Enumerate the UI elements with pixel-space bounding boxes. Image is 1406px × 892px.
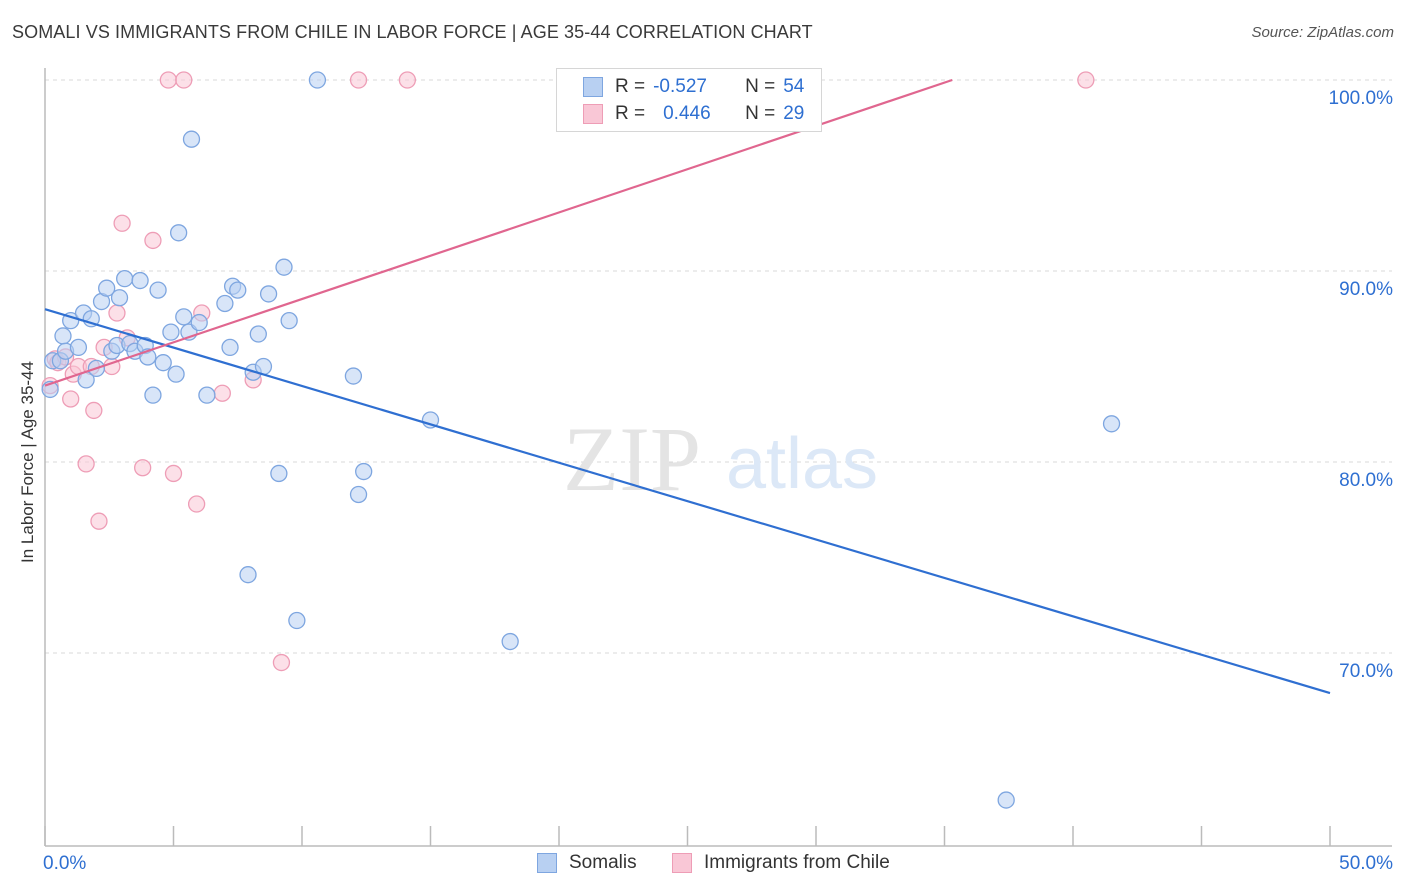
somali-point-33: [216, 294, 234, 313]
somali-point-53: [1102, 415, 1121, 433]
chile-point-4: [62, 390, 80, 408]
grid-lines: [45, 79, 1392, 654]
somali-point-31: [190, 313, 208, 332]
legend-chile-n-value: 29: [783, 103, 805, 124]
legend-somali-n-value: 54: [783, 76, 805, 97]
bottom-legend-swatch-chile: [672, 853, 692, 873]
chile-point-27: [398, 71, 417, 89]
bottom-legend-chile-label: Immigrants from Chile: [704, 852, 890, 873]
series-chile-points: [41, 71, 1095, 672]
legend-somali-r-label: R =: [615, 76, 646, 97]
somali-point-6: [69, 338, 88, 357]
somali-point-27: [169, 224, 188, 242]
x-tick-label-min: 0.0%: [43, 853, 86, 874]
legend-box: R = -0.527 N = 54 R = 0.446 N = 29: [556, 68, 822, 132]
somali-point-46: [308, 71, 327, 89]
legend-swatch-chile: [583, 104, 603, 124]
somali-point-39: [249, 325, 267, 343]
somali-point-47: [344, 367, 363, 385]
chile-point-14: [113, 214, 131, 232]
x-tick-label-max: 50.0%: [1339, 853, 1393, 874]
chile-point-20: [175, 71, 193, 89]
somali-point-48: [349, 485, 368, 504]
y-axis-label: In Labor Force | Age 35-44: [18, 361, 37, 563]
legend-chile-r-label: R =: [615, 103, 646, 124]
somali-point-34: [221, 338, 239, 357]
legend-row-somali: R = -0.527 N = 54: [583, 75, 804, 99]
chart-title: SOMALI VS IMMIGRANTS FROM CHILE IN LABOR…: [12, 22, 813, 42]
y-tick-label-100: 100.0%: [1329, 88, 1394, 109]
chile-point-17: [144, 231, 162, 250]
somali-point-32: [198, 386, 216, 404]
somali-trend-line: [44, 308, 1331, 695]
y-tick-label-80: 80.0%: [1339, 470, 1393, 491]
somali-point-51: [501, 632, 519, 651]
somali-point-42: [270, 464, 288, 483]
somali-point-22: [144, 386, 162, 404]
chile-point-16: [134, 459, 152, 477]
somali-point-44: [280, 312, 298, 330]
series-somali-points: [41, 71, 1121, 809]
somali-point-15: [110, 289, 129, 307]
chile-point-26: [349, 71, 368, 89]
chile-point-19: [164, 464, 183, 483]
somali-point-16: [116, 269, 134, 288]
axes: [44, 68, 1392, 847]
chile-point-21: [187, 495, 206, 513]
somali-point-19: [131, 271, 149, 290]
legend-chile-n-label: N =: [745, 103, 776, 124]
somali-point-49: [355, 462, 373, 481]
trend-lines: [44, 78, 1331, 695]
chile-point-13: [108, 304, 126, 322]
legend-somali-r-value: -0.527: [653, 76, 707, 97]
bottom-legend-swatch-somali: [537, 853, 557, 873]
somali-point-36: [229, 281, 247, 299]
source-label: Source: ZipAtlas.com: [1251, 24, 1394, 41]
watermark-zip: ZIP: [563, 408, 701, 510]
bottom-legend-somali-label: Somalis: [569, 852, 637, 873]
y-tick-label-70: 70.0%: [1339, 661, 1393, 682]
legend-row-chile: R = 0.446 N = 29: [583, 102, 804, 126]
somali-point-43: [275, 258, 293, 276]
chile-point-23: [213, 384, 231, 402]
somali-point-25: [162, 323, 180, 341]
watermark-atlas: atlas: [726, 424, 878, 504]
somali-point-41: [259, 285, 278, 303]
chile-point-7: [77, 455, 95, 473]
watermark: ZIP atlas: [563, 408, 878, 510]
chile-point-18: [159, 71, 178, 89]
somali-point-52: [997, 791, 1015, 809]
chile-point-9: [85, 401, 103, 420]
somali-point-23: [149, 281, 167, 299]
bottom-legend-somali: Somalis: [537, 852, 637, 874]
y-tick-label-90: 90.0%: [1339, 279, 1393, 300]
tick-labels: 70.0% 80.0% 90.0% 100.0% 0.0% 50.0%: [43, 88, 1393, 874]
somali-point-26: [167, 365, 185, 383]
somali-point-45: [288, 611, 306, 630]
legend-somali-n-label: N =: [745, 76, 776, 97]
legend-chile-r-value: 0.446: [663, 103, 711, 124]
somali-point-12: [98, 279, 116, 297]
bottom-legend-chile: Immigrants from Chile: [672, 852, 890, 874]
chile-point-25: [272, 653, 291, 672]
chile-point-28: [1077, 71, 1095, 89]
somali-point-37: [239, 566, 257, 584]
somali-point-28: [175, 308, 193, 326]
somali-point-30: [182, 130, 201, 148]
chile-point-10: [90, 512, 108, 530]
somali-point-3: [54, 327, 72, 345]
somali-point-24: [154, 354, 172, 372]
legend-swatch-somali: [583, 77, 603, 97]
